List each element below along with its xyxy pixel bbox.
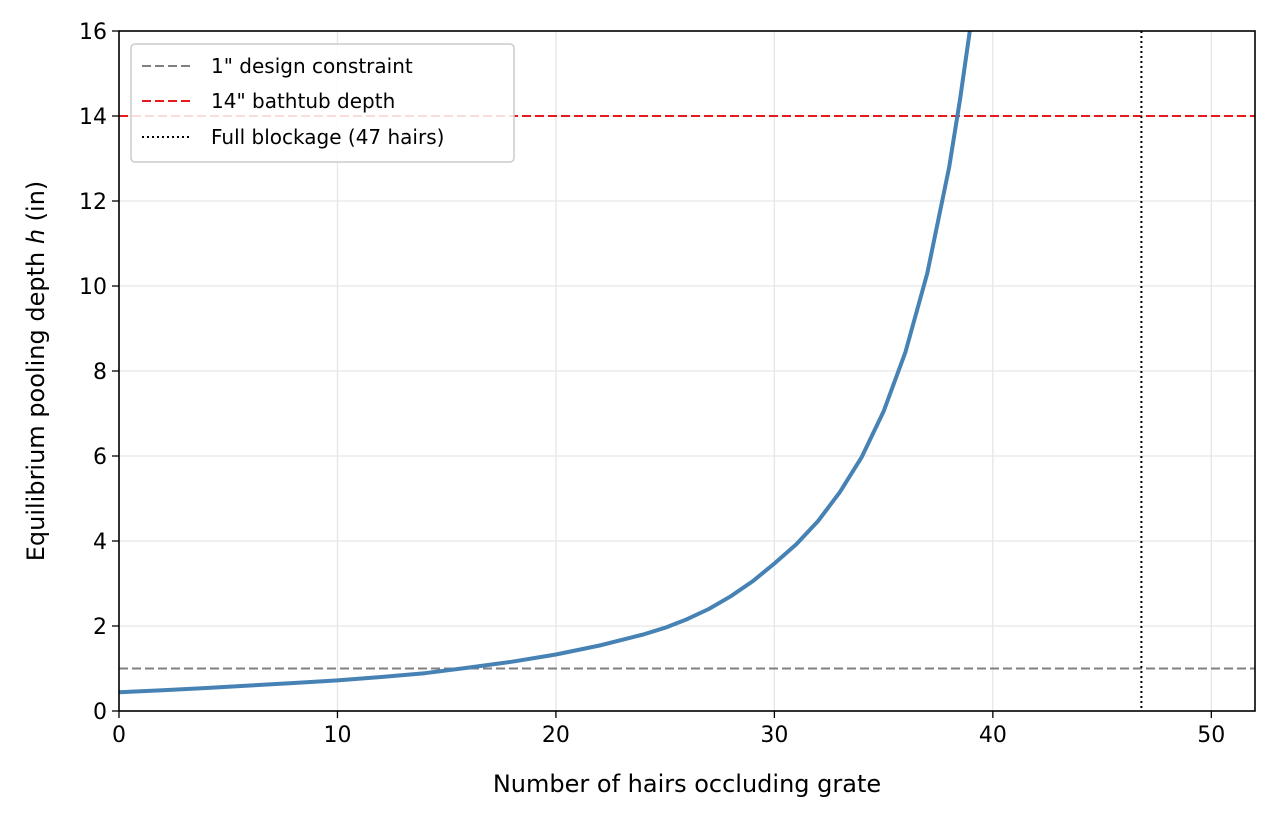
y-tick-label: 2 [93, 615, 107, 640]
depth-curve [119, 31, 972, 695]
y-axis-label: Equilibrium pooling depth h (in) [22, 181, 50, 562]
y-tick-label: 6 [93, 445, 107, 470]
legend-label-full-blockage: Full blockage (47 hairs) [211, 125, 444, 149]
y-axis-label-variable: h [22, 229, 50, 244]
y-tick-label: 4 [93, 530, 107, 555]
x-tick-label: 10 [323, 723, 351, 748]
x-tick-label: 0 [112, 723, 126, 748]
y-tick-label: 8 [93, 360, 107, 385]
x-tick-label: 40 [979, 723, 1007, 748]
x-tick-label: 20 [542, 723, 570, 748]
y-tick-label: 0 [93, 700, 107, 725]
x-axis-label: Number of hairs occluding grate [493, 770, 881, 798]
legend: 1" design constraint 14" bathtub depth F… [130, 43, 515, 163]
x-tick-label: 30 [760, 723, 788, 748]
legend-label-bathtub-depth: 14" bathtub depth [211, 89, 395, 113]
x-tick-label: 50 [1197, 723, 1225, 748]
y-tick-label: 16 [79, 20, 107, 45]
legend-label-design-constraint: 1" design constraint [211, 54, 413, 78]
y-axis-label-unit: (in) [22, 181, 50, 229]
y-tick-label: 10 [79, 275, 107, 300]
y-axis-ticks: 0 2 4 6 8 10 12 14 16 [79, 20, 119, 725]
x-axis-ticks: 0 10 20 30 40 50 [112, 711, 1225, 748]
y-axis-label-main: Equilibrium pooling depth [22, 244, 50, 561]
y-tick-label: 14 [79, 105, 107, 130]
legend-box [130, 43, 515, 163]
y-tick-label: 12 [79, 190, 107, 215]
